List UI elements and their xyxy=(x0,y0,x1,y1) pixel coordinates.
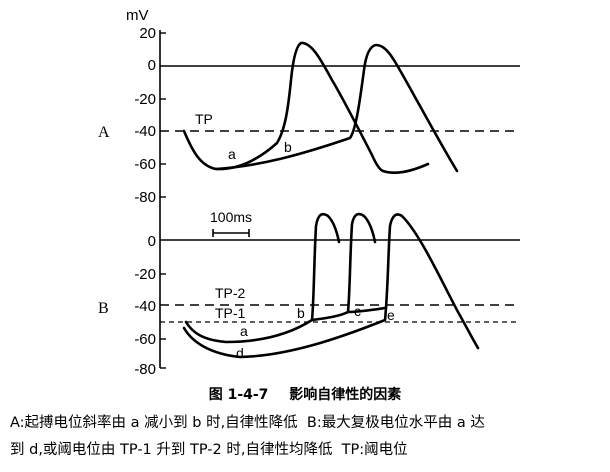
panel-b-label: B xyxy=(98,300,109,317)
action-potential-figure: mV 20 0 -20 -40 -60 -80 0 -20 -40 -60 -8… xyxy=(98,7,520,378)
panel-b-curve-a-label: a xyxy=(240,323,248,339)
panel-a-label: A xyxy=(98,124,110,141)
panel-b-curve-d xyxy=(182,213,480,359)
axis-unit-label: mV xyxy=(126,7,149,24)
tick-label: -60 xyxy=(134,156,156,173)
panel-b-tp1-label: TP-1 xyxy=(215,305,246,321)
panel-b-curve-d-label: d xyxy=(236,345,244,361)
tick-label: -40 xyxy=(134,123,156,140)
panel-b-curve-b-label: b xyxy=(297,305,305,321)
tick-label: 0 xyxy=(148,233,156,250)
tick-label: 0 xyxy=(148,57,156,74)
figure-caption-title: 图 1-4-7 影响自律性的因素 xyxy=(0,384,610,404)
panel-b-curve-e-upper xyxy=(346,306,387,314)
tick-label: -80 xyxy=(134,361,156,378)
y-ticks-lower: 0 -20 -40 -60 -80 xyxy=(134,233,156,378)
panel-b-curve-c-label: c xyxy=(354,303,361,319)
scale-bar-label: 100ms xyxy=(210,209,252,225)
tick-label: -20 xyxy=(134,266,156,283)
figure-caption-body: A:起搏电位斜率由 a 减小到 b 时,自律性降低 B:最大复极电位水平由 a … xyxy=(10,410,604,464)
panel-a-curve-tail xyxy=(381,162,430,175)
caption-line-2: 到 d,或阈电位由 TP-1 升到 TP-2 时,自律性均降低 TP:阈电位 xyxy=(10,442,408,458)
panel-b-tp2-label: TP-2 xyxy=(215,285,246,301)
scale-bar: 100ms xyxy=(210,209,252,237)
tick-label: -80 xyxy=(134,189,156,206)
y-ticks-upper: 20 0 -20 -40 -60 -80 xyxy=(134,25,156,206)
tick-label: -60 xyxy=(134,331,156,348)
panel-b-curve-e-label: e xyxy=(387,307,395,323)
tick-label: 20 xyxy=(139,25,156,42)
panel-b-curve-c xyxy=(310,212,377,322)
panel-a-curve-b-label: b xyxy=(284,139,292,155)
figure-title: 影响自律性的因素 xyxy=(289,387,402,403)
tick-label: -20 xyxy=(134,91,156,108)
panel-a-threshold-label: TP xyxy=(195,111,213,127)
panel-a-curve-b xyxy=(214,43,459,173)
panel-b-curve-a xyxy=(184,212,341,344)
caption-line-1: A:起搏电位斜率由 a 减小到 b 时,自律性降低 B:最大复极电位水平由 a … xyxy=(10,415,485,431)
figure-number: 图 1-4-7 xyxy=(208,387,269,403)
y-tick-marks xyxy=(160,32,166,369)
panel-a-curve-a-label: a xyxy=(228,146,236,162)
tick-label: -40 xyxy=(134,298,156,315)
